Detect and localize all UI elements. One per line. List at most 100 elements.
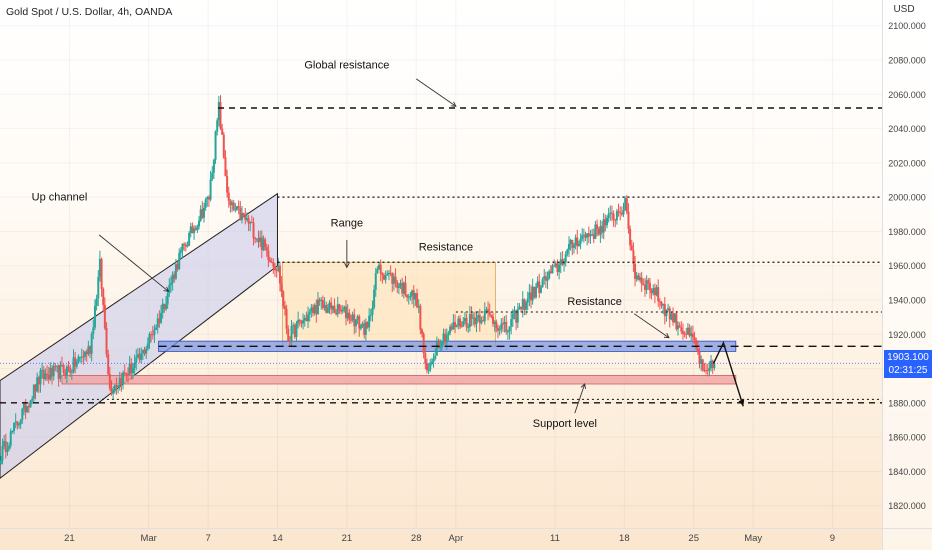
candle-body [290,326,293,342]
candle-body [620,213,623,215]
candle-body [179,250,182,253]
candle-body [181,243,184,251]
candle-body [51,367,54,377]
candle-body [586,233,589,238]
candle-body [302,320,305,324]
candle-body [698,351,701,364]
time-tick-label: 18 [619,533,630,544]
candle-body [525,302,528,310]
candle-body [156,318,159,328]
candle-body [75,361,78,367]
candle-body [425,363,428,371]
candle-body [354,319,357,327]
candle-body [313,304,316,314]
candle-body [643,285,646,291]
price-tick-label: 2080.000 [888,56,926,66]
candle-body [681,331,684,334]
candle-body [13,422,16,431]
candle-body [194,228,197,231]
currency-label[interactable]: USD [893,4,915,15]
candle-body [117,385,120,387]
candle-body [153,329,156,335]
candle-body [363,323,366,335]
candle-body [508,326,511,332]
candle-body [335,312,338,315]
candle-body [629,228,632,246]
candle-body [226,176,229,193]
candle-body [140,353,143,360]
candle-body [374,273,377,290]
candle-body [685,333,688,335]
price-axis-panel [882,0,932,550]
candle-body [493,321,496,324]
candle-body [386,273,389,276]
candle-body [548,271,551,279]
current-price: 1903.100 [887,352,929,363]
candle-body [521,299,524,310]
candle-body [24,402,27,413]
candle-body [209,179,212,200]
candle-body [601,225,604,233]
candle-body [516,309,519,323]
candle-body [455,325,458,327]
candle-body [607,213,610,219]
candle-body [500,323,503,330]
candle-body [412,290,415,300]
candle-body [665,309,668,317]
candle-body [696,348,699,352]
candle-body [22,402,25,409]
price-tick-label: 2060.000 [888,90,926,100]
candle-body [482,320,485,322]
candle-body [384,275,387,280]
candle-body [41,369,44,371]
candle-body [93,305,96,328]
candle-body [120,378,123,385]
candle-body [602,219,605,233]
candle-body [204,199,207,208]
candle-body [518,306,521,310]
annotation-support-level-arrow [574,383,586,414]
candle-body [511,313,514,320]
candle-body [257,238,260,242]
candle-body [615,210,618,221]
candle-body [396,281,399,288]
candle-body [655,287,658,296]
candle-body [439,347,442,349]
candle-body [292,325,295,327]
candle-body [401,282,404,294]
candle-body [168,285,171,294]
candle-body [447,332,450,335]
candle-body [686,327,689,335]
time-tick-label: 21 [64,533,75,544]
candle-body [55,365,58,367]
candle-body [389,272,392,274]
candle-body [189,226,192,234]
candle-body [506,331,509,333]
annotation-resistance-zone-arrow-head [663,333,670,339]
candle-body [321,300,324,308]
candle-body [462,321,465,327]
candle-body [614,219,617,221]
time-tick-label: May [744,533,762,544]
candle-body [288,341,291,343]
candle-body [128,363,131,375]
candle-body [52,365,55,377]
candle-body [544,276,547,281]
candle-body [534,286,537,298]
candle-body [348,312,351,320]
annotation-global-resistance-arrow [415,78,457,107]
candle-body [123,372,126,374]
up-channel [0,192,278,479]
candle-body [678,325,681,328]
candle-body [700,359,703,364]
candle-body [325,305,328,313]
annotation-support-level: Support level [533,418,597,430]
candle-body [617,210,620,213]
candle-body [138,354,141,360]
candle-body [85,351,88,355]
candle-body [3,441,6,446]
candle-body [695,339,698,349]
candle-body [305,317,308,322]
